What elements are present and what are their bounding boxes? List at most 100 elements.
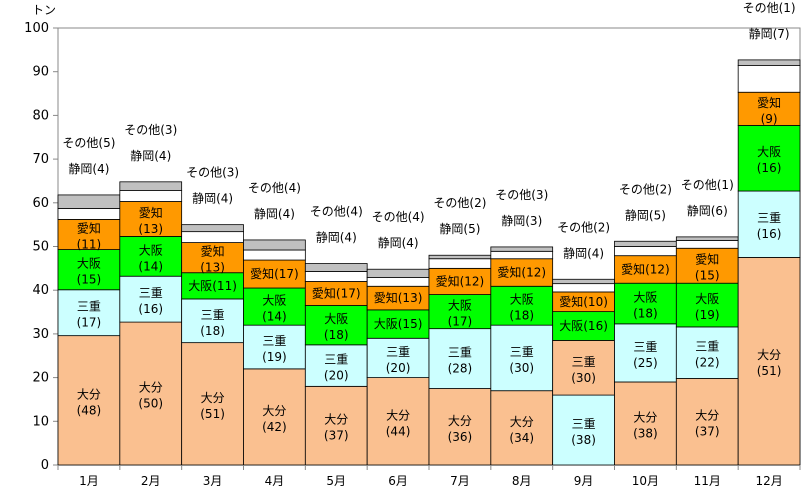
segment-name: 大阪 [757, 145, 781, 159]
segment-value: (38) [571, 433, 596, 447]
segment-value: (9) [761, 112, 778, 126]
label-other: その他(4) [372, 210, 425, 224]
segment-name: 三重 [633, 340, 657, 354]
bar-segment [119, 201, 183, 237]
segment-label: 愛知(10) [559, 295, 608, 309]
segment-label: 大阪(15) [374, 317, 423, 331]
label-shizuoka: 静岡(4) [563, 246, 604, 260]
y-tick-label: 50 [32, 240, 49, 255]
bar-segment [737, 91, 801, 126]
bar-segment [243, 239, 306, 251]
label-other: その他(3) [124, 123, 177, 137]
bar-segment [428, 254, 492, 260]
label-shizuoka: 静岡(4) [378, 236, 419, 250]
bar-segment [490, 285, 554, 326]
segment-value: (13) [200, 261, 225, 275]
bar-segment [614, 381, 677, 466]
bar-segment [366, 309, 430, 339]
segment-name: 大阪 [139, 243, 163, 257]
bar-segment [428, 294, 492, 330]
bar-segment [181, 242, 244, 274]
segment-name: 大分 [324, 413, 348, 427]
segment-name: 三重 [139, 286, 163, 300]
bar-segment [428, 388, 492, 466]
x-tick-label: 8月 [512, 474, 532, 488]
y-tick-label: 80 [32, 108, 49, 123]
bar-segment [181, 224, 244, 233]
segment-value: (20) [386, 361, 411, 375]
label-other: その他(2) [557, 220, 610, 234]
bar-segment [675, 378, 739, 466]
segment-value: (28) [448, 362, 473, 376]
segment-value: (50) [138, 397, 163, 411]
bar-segment [304, 305, 368, 346]
segment-value: (14) [262, 310, 287, 324]
segment-name: 三重 [448, 346, 472, 360]
bar-segment [428, 258, 492, 269]
label-other: その他(5) [62, 136, 115, 150]
x-tick-label: 12月 [755, 474, 782, 488]
label-other: その他(2) [619, 182, 672, 196]
segment-name: 大分 [386, 408, 410, 422]
segment-label: 大阪(16) [559, 319, 608, 333]
bar-segment [243, 249, 306, 261]
segment-label: 愛知(12) [436, 274, 485, 288]
segment-value: (30) [509, 361, 534, 375]
segment-label: 愛知(13) [374, 291, 423, 305]
x-tick-label: 7月 [450, 474, 470, 488]
segment-value: (11) [77, 237, 102, 251]
bar-segment [119, 321, 183, 466]
x-tick-label: 1月 [79, 474, 99, 488]
label-shizuoka: 静岡(4) [130, 149, 171, 163]
segment-value: (15) [77, 273, 102, 287]
bar-segment [737, 65, 801, 93]
segment-value: (17) [448, 315, 473, 329]
segment-name: 大阪 [510, 293, 534, 307]
segment-value: (15) [695, 269, 720, 283]
segment-name: 大分 [510, 415, 534, 429]
segment-value: (38) [633, 426, 658, 440]
label-shizuoka: 静岡(4) [192, 192, 233, 206]
segment-name: 大分 [139, 381, 163, 395]
bar-segment [57, 208, 121, 220]
bar-segment [737, 190, 801, 258]
segment-value: (16) [757, 161, 782, 175]
segment-name: 三重 [572, 417, 596, 431]
y-tick-label: 70 [32, 152, 49, 167]
bar-segment [181, 231, 244, 243]
segment-name: 大分 [633, 410, 657, 424]
bar-segment [366, 277, 430, 287]
segment-value: (36) [448, 430, 473, 444]
segment-name: 愛知 [695, 253, 719, 267]
segment-value: (18) [324, 328, 349, 342]
bar-segment [614, 246, 677, 257]
bar-segment [490, 258, 554, 287]
segment-value: (17) [77, 316, 102, 330]
segment-name: 大分 [757, 348, 781, 362]
segment-value: (18) [633, 307, 658, 321]
label-shizuoka: 静岡(5) [439, 222, 480, 236]
y-axis-unit: トン [32, 3, 56, 17]
label-shizuoka: 静岡(4) [254, 207, 295, 221]
label-shizuoka: 静岡(3) [501, 214, 542, 228]
segment-value: (20) [324, 369, 349, 383]
bar-segment [552, 340, 615, 396]
label-other: その他(1) [681, 178, 734, 192]
segment-name: 三重 [572, 355, 596, 369]
segment-name: 三重 [757, 211, 781, 225]
segment-value: (51) [200, 407, 225, 421]
bar-segment [57, 335, 121, 466]
bar-segment [614, 255, 677, 284]
segment-label: 愛知(17) [250, 267, 299, 281]
bar-segment [304, 263, 368, 272]
segment-name: 愛知 [201, 245, 225, 259]
x-tick-label: 6月 [388, 474, 408, 488]
segment-value: (16) [138, 302, 163, 316]
bar-segment [614, 240, 677, 247]
segment-name: 大阪 [77, 257, 101, 271]
segment-value: (48) [77, 403, 102, 417]
bar-segment [614, 282, 677, 325]
segment-value: (18) [509, 309, 534, 323]
segment-name: 三重 [695, 340, 719, 354]
bar-segment [304, 271, 368, 282]
